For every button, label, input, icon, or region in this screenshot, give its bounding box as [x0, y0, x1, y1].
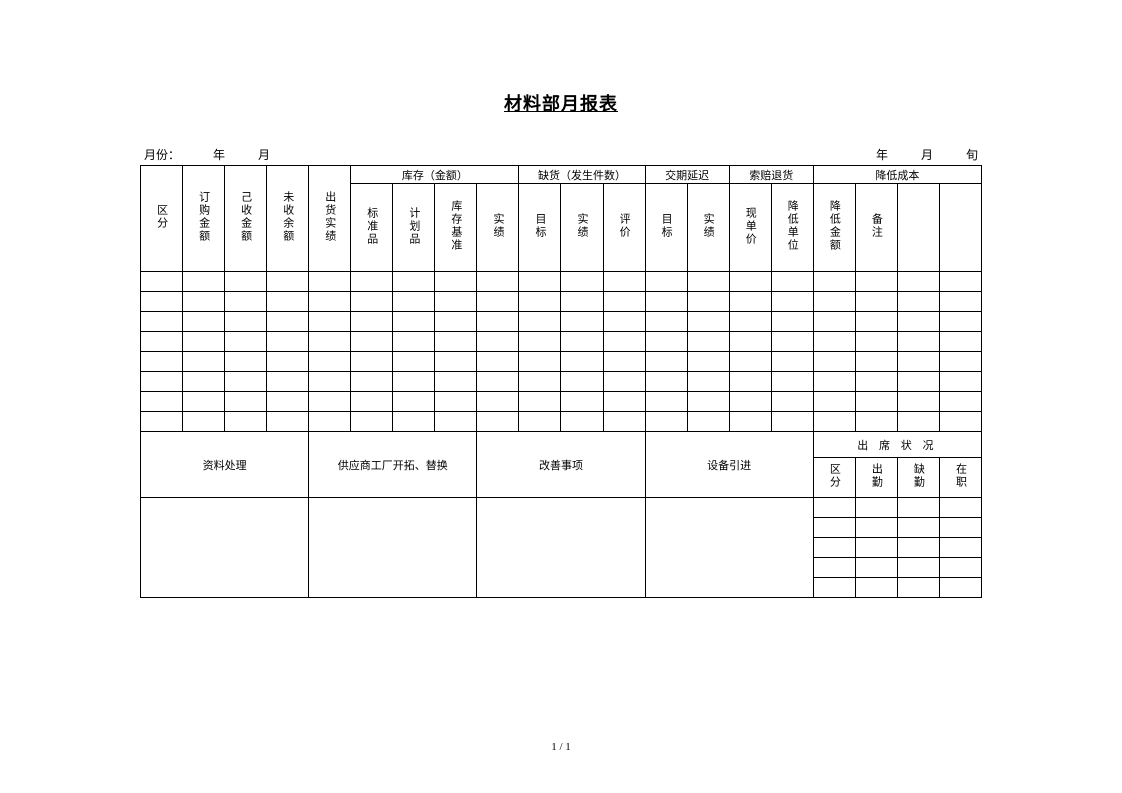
col-13: 目标	[645, 184, 687, 272]
section-1: 资料处理	[141, 432, 309, 498]
r-year: 年	[876, 148, 888, 162]
section-1-body	[141, 498, 309, 598]
col-17: 降低金额	[813, 184, 855, 272]
col-9: 实绩	[477, 184, 519, 272]
table-row	[141, 312, 982, 332]
section-3-body	[477, 498, 645, 598]
att-col-4: 在职	[939, 458, 981, 498]
section-4-body	[645, 498, 813, 598]
meta-row: 月份： 年 月 年 月 旬	[140, 146, 982, 163]
col-12: 评价	[603, 184, 645, 272]
page: 材料部月报表 月份： 年 月 年 月 旬 区分 订购金额 己收金额 未收余额 出…	[0, 0, 1122, 598]
col-16: 降低单位	[771, 184, 813, 272]
r-month: 月	[921, 148, 933, 162]
table-row	[141, 412, 982, 432]
att-col-1: 区分	[813, 458, 855, 498]
table-row	[141, 332, 982, 352]
section-3: 改善事项	[477, 432, 645, 498]
label-year: 年	[213, 148, 225, 162]
col-14: 实绩	[687, 184, 729, 272]
col-6: 标准品	[351, 184, 393, 272]
section-4: 设备引进	[645, 432, 813, 498]
meta-left: 月份： 年 月	[144, 146, 270, 163]
r-xun: 旬	[966, 148, 978, 162]
col-20	[939, 184, 981, 272]
col-7: 计划品	[393, 184, 435, 272]
col-8: 库存基准	[435, 184, 477, 272]
page-footer: 1 / 1	[0, 741, 1122, 753]
att-col-2: 出勤	[855, 458, 897, 498]
main-table: 区分 订购金额 己收金额 未收余额 出货实绩 库存（金额） 缺货（发生件数） 交…	[140, 165, 982, 598]
section-2: 供应商工厂开拓、替换	[309, 432, 477, 498]
page-title: 材料部月报表	[140, 90, 982, 116]
col-5: 出货实绩	[309, 166, 351, 272]
att-row	[141, 498, 982, 518]
table-row	[141, 392, 982, 412]
table-row	[141, 372, 982, 392]
group-claim: 索赔退货	[729, 166, 813, 184]
table-row	[141, 272, 982, 292]
group-delay: 交期延迟	[645, 166, 729, 184]
section-2-body	[309, 498, 477, 598]
attendance-title: 出 席 状 况	[813, 432, 981, 458]
col-4: 未收余额	[267, 166, 309, 272]
table-row	[141, 292, 982, 312]
col-10: 目标	[519, 184, 561, 272]
col-11: 实绩	[561, 184, 603, 272]
group-shortage: 缺货（发生件数）	[519, 166, 645, 184]
col-3: 己收金额	[225, 166, 267, 272]
label-month: 月份：	[144, 148, 180, 162]
table-row	[141, 352, 982, 372]
col-19	[897, 184, 939, 272]
section-header-row-1: 资料处理 供应商工厂开拓、替换 改善事项 设备引进 出 席 状 况	[141, 432, 982, 458]
col-18: 备注	[855, 184, 897, 272]
group-inventory: 库存（金额）	[351, 166, 519, 184]
meta-right: 年 月 旬	[876, 146, 978, 163]
group-cost: 降低成本	[813, 166, 981, 184]
group-header-row: 区分 订购金额 己收金额 未收余额 出货实绩 库存（金额） 缺货（发生件数） 交…	[141, 166, 982, 184]
col-15: 现单价	[729, 184, 771, 272]
col-2: 订购金额	[183, 166, 225, 272]
att-col-3: 缺勤	[897, 458, 939, 498]
col-1: 区分	[141, 166, 183, 272]
label-month2: 月	[258, 148, 270, 162]
